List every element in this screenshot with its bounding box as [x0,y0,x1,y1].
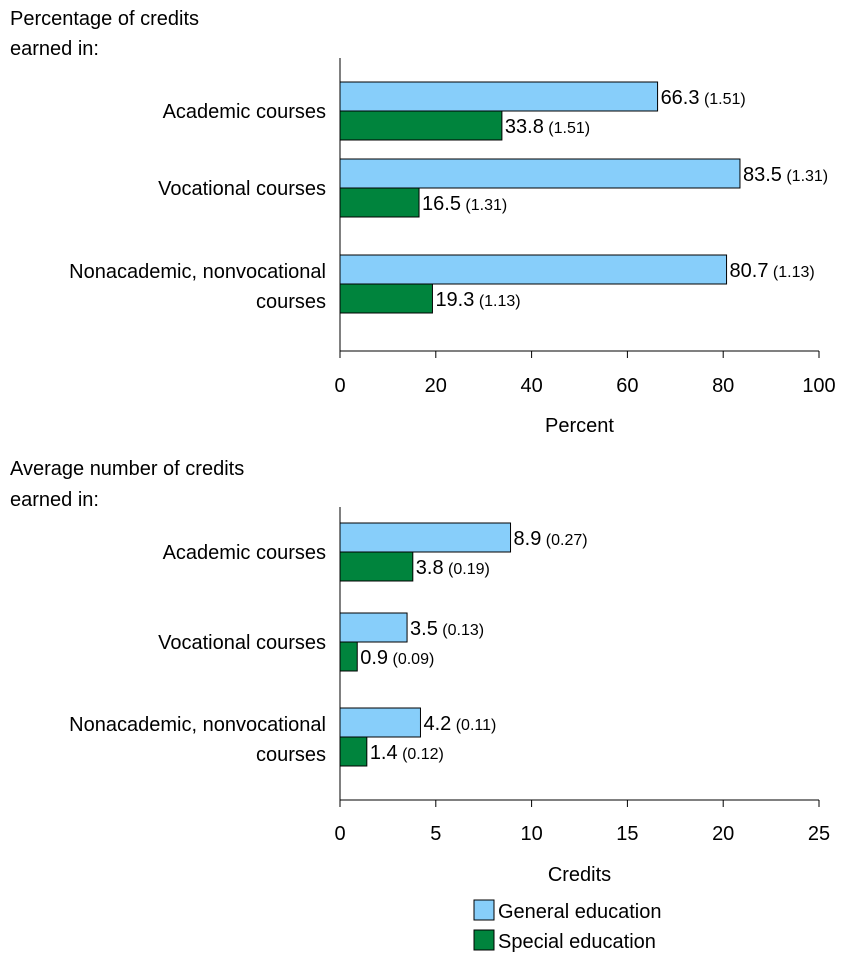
bar-value-label: 80.7 (1.13) [730,260,815,282]
bar-special-education [339,641,358,672]
chart-panel-2: Average number of credits earned in: 0 5 10 1… [10,458,830,886]
category-label: Academic courses [163,101,326,123]
bar-value-label: 16.5 (1.31) [422,193,507,215]
bar-value: 83.5 [743,164,782,186]
category-label: courses [256,291,326,313]
bar-value: 19.3 [435,289,474,311]
chart-title-line-2: earned in: [10,489,99,511]
bar-value: 66.3 [661,87,700,109]
bar-standard-error: (1.51) [544,120,590,137]
bar-standard-error: (0.27) [541,532,587,549]
bar-value: 33.8 [505,116,544,138]
bar-general-education [339,254,728,285]
bar-value-label: 8.9 (0.27) [514,528,588,550]
bar-value: 3.8 [416,557,444,579]
bar-value: 16.5 [422,193,461,215]
bar-standard-error: (1.51) [700,91,746,108]
chart-title-line-2: earned in: [10,38,99,60]
x-tick-label: 60 [616,375,638,397]
x-tick-label: 40 [520,375,542,397]
legend-swatch [473,899,495,921]
x-axis-label: Percent [545,415,614,437]
bar-general-education [339,612,408,643]
x-axis-label: Credits [548,864,611,886]
bar-standard-error: (0.12) [398,746,444,763]
bar-value: 8.9 [514,528,542,550]
legend-label: General education [498,901,661,923]
category-label: Academic courses [163,542,326,564]
chart-panel-1: Percentage of credits earned in: 0 20 40 60 80… [10,8,836,437]
bar-special-education [339,736,368,767]
bar-special-education [339,283,433,314]
bar-general-education [339,522,512,553]
chart-title-line-1: Average number of credits [10,458,244,480]
bar-standard-error: (0.13) [438,622,484,639]
category-label: Vocational courses [158,632,326,654]
category-label: Nonacademic, nonvocational [69,714,326,736]
bar-value-label: 0.9 (0.09) [360,647,434,669]
bar-general-education [339,158,741,189]
bar-value: 4.2 [423,713,451,735]
bar-value-label: 19.3 (1.13) [435,289,520,311]
bar-special-education [339,110,503,141]
bar-standard-error: (0.11) [451,717,496,734]
bar-general-education [339,81,659,112]
legend: General education Special education [473,899,661,953]
bar-special-education [339,187,420,218]
bar-special-education [339,551,414,582]
x-tick-label: 25 [808,823,830,845]
x-tick-label: 0 [334,823,345,845]
bar-value-label: 33.8 (1.51) [505,116,590,138]
bar-value: 3.5 [410,618,438,640]
category-label: Nonacademic, nonvocational [69,261,326,283]
legend-swatch [473,929,495,951]
bar-standard-error: (1.13) [474,293,520,310]
bar-value: 1.4 [370,742,398,764]
category-label: Vocational courses [158,178,326,200]
bar-general-education [339,707,421,738]
bar-value-label: 3.5 (0.13) [410,618,484,640]
x-tick-label: 5 [430,823,441,845]
bar-standard-error: (1.31) [782,168,828,185]
bar-value-label: 83.5 (1.31) [743,164,828,186]
x-tick-label: 10 [520,823,542,845]
legend-label: Special education [498,931,656,953]
bar-standard-error: (0.09) [388,651,434,668]
bar-standard-error: (1.13) [768,264,814,281]
x-tick-label: 80 [712,375,734,397]
x-tick-label: 0 [334,375,345,397]
bar-value: 0.9 [360,647,388,669]
chart-title-line-1: Percentage of credits [10,8,199,30]
bar-standard-error: (1.31) [461,197,507,214]
x-tick-label: 15 [616,823,638,845]
x-tick-label: 20 [425,375,447,397]
x-tick-label: 20 [712,823,734,845]
bar-value-label: 4.2 (0.11) [423,713,496,735]
category-label: courses [256,744,326,766]
bar-standard-error: (0.19) [444,561,490,578]
bar-value: 80.7 [730,260,769,282]
bar-value-label: 66.3 (1.51) [661,87,746,109]
bar-value-label: 3.8 (0.19) [416,557,490,579]
bar-value-label: 1.4 (0.12) [370,742,444,764]
x-tick-label: 100 [802,375,835,397]
